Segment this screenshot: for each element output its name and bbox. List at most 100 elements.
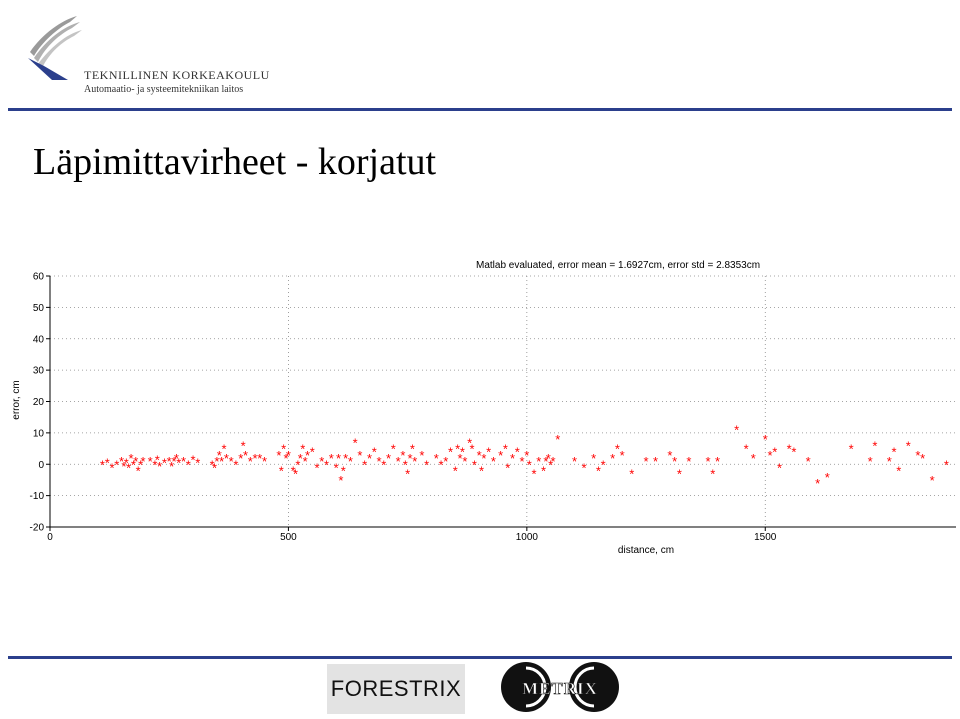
data-point: * xyxy=(186,457,191,472)
data-point: * xyxy=(336,451,341,466)
data-point: * xyxy=(381,457,386,472)
data-point: * xyxy=(148,454,153,469)
data-point: * xyxy=(763,432,768,447)
data-point: * xyxy=(222,442,227,457)
data-point: * xyxy=(653,454,658,469)
data-point: * xyxy=(362,457,367,472)
data-point: * xyxy=(868,454,873,469)
data-point: * xyxy=(315,460,320,475)
data-point: * xyxy=(338,473,343,488)
data-point: * xyxy=(367,451,372,466)
data-point: * xyxy=(136,464,141,479)
data-point: * xyxy=(181,454,186,469)
data-point: * xyxy=(419,448,424,463)
metrix-logo: METRIX xyxy=(498,660,622,714)
data-point: * xyxy=(744,442,749,457)
data-point: * xyxy=(460,445,465,460)
data-point: * xyxy=(849,442,854,457)
data-point: * xyxy=(491,454,496,469)
data-point: * xyxy=(806,454,811,469)
data-point: * xyxy=(448,445,453,460)
data-point: * xyxy=(281,442,286,457)
data-point: * xyxy=(503,442,508,457)
tkk-wing-logo-icon xyxy=(28,16,82,80)
data-point: * xyxy=(286,448,291,463)
chart-svg: Matlab evaluated, error mean = 1.6927cm,… xyxy=(11,260,956,556)
data-point: * xyxy=(791,445,796,460)
y-tick-label: 40 xyxy=(33,334,45,345)
data-point: * xyxy=(109,460,114,475)
data-point: * xyxy=(324,457,329,472)
data-point: * xyxy=(405,467,410,482)
data-point: * xyxy=(455,442,460,457)
data-point: * xyxy=(596,464,601,479)
data-point: * xyxy=(157,459,162,474)
data-point: * xyxy=(896,464,901,479)
header-divider xyxy=(8,108,952,111)
data-point: * xyxy=(210,457,215,472)
data-point: * xyxy=(403,457,408,472)
data-point: * xyxy=(119,454,124,469)
data-point: * xyxy=(768,448,773,463)
data-point: * xyxy=(262,454,267,469)
y-tick-label: -10 xyxy=(30,491,45,502)
data-point: * xyxy=(772,445,777,460)
data-point: * xyxy=(162,456,167,471)
data-point: * xyxy=(527,457,532,472)
data-point: * xyxy=(353,435,358,450)
data-point: * xyxy=(253,451,258,466)
data-point: * xyxy=(620,448,625,463)
data-point: * xyxy=(152,457,157,472)
data-point: * xyxy=(279,464,284,479)
data-point: * xyxy=(212,460,217,475)
data-point: * xyxy=(477,448,482,463)
data-point: * xyxy=(176,456,181,471)
data-point: * xyxy=(191,453,196,468)
data-point: * xyxy=(219,454,224,469)
data-point: * xyxy=(610,451,615,466)
data-point: * xyxy=(710,467,715,482)
data-point: * xyxy=(469,442,474,457)
org-name: TEKNILLINEN KORKEAKOULU xyxy=(84,68,270,82)
data-point: * xyxy=(548,457,553,472)
data-point: * xyxy=(541,464,546,479)
data-point: * xyxy=(930,473,935,488)
data-point: * xyxy=(124,456,129,471)
data-point: * xyxy=(453,464,458,479)
data-point: * xyxy=(138,457,143,472)
data-point: * xyxy=(114,457,119,472)
data-point: * xyxy=(906,438,911,453)
data-point: * xyxy=(479,464,484,479)
org-department: Automaatio- ja systeemitekniikan laitos xyxy=(84,84,244,95)
data-point: * xyxy=(715,454,720,469)
data-point: * xyxy=(400,448,405,463)
data-point: * xyxy=(407,451,412,466)
data-point: * xyxy=(498,448,503,463)
data-point: * xyxy=(734,423,739,438)
data-point: * xyxy=(341,464,346,479)
x-axis-label: distance, cm xyxy=(618,545,674,556)
data-point: * xyxy=(169,459,174,474)
data-point: * xyxy=(944,457,949,472)
y-tick-label: 60 xyxy=(33,272,45,283)
data-point: * xyxy=(319,454,324,469)
data-point: * xyxy=(298,451,303,466)
data-point: * xyxy=(505,460,510,475)
data-point: * xyxy=(121,459,126,474)
data-point: * xyxy=(303,454,308,469)
data-point: * xyxy=(536,454,541,469)
y-tick-label: 20 xyxy=(33,397,45,408)
data-point: * xyxy=(357,448,362,463)
y-axis-label: error, cm xyxy=(11,380,22,419)
data-point: * xyxy=(629,467,634,482)
data-point: * xyxy=(891,445,896,460)
data-point: * xyxy=(815,476,820,491)
data-point: * xyxy=(510,451,515,466)
data-point: * xyxy=(155,453,160,468)
data-point: * xyxy=(229,454,234,469)
data-point: * xyxy=(777,460,782,475)
data-point: * xyxy=(546,451,551,466)
data-point: * xyxy=(276,448,281,463)
data-point: * xyxy=(396,454,401,469)
data-point: * xyxy=(887,454,892,469)
